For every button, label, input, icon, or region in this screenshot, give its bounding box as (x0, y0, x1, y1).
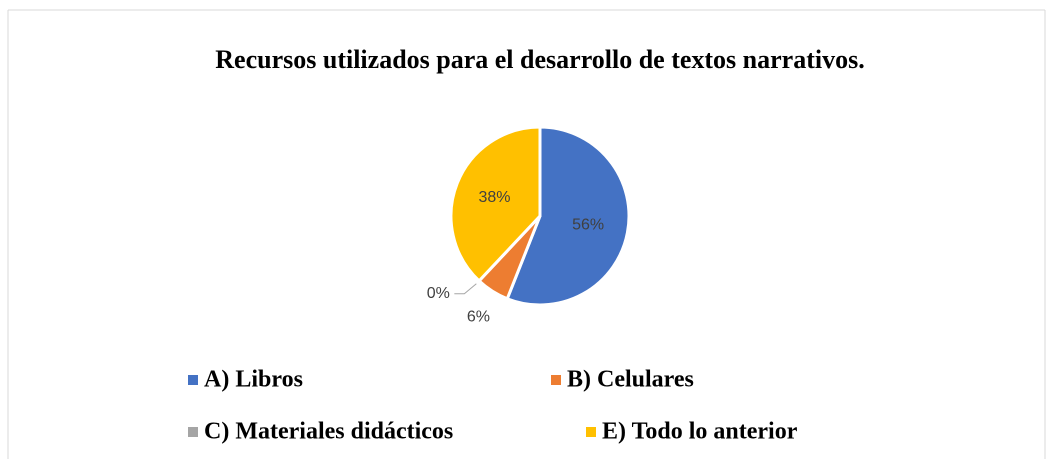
pie-slice (505, 125, 631, 307)
legend-swatch (551, 375, 561, 385)
legend-label: C) Materiales didácticos (204, 419, 453, 445)
legend-swatch (586, 427, 596, 437)
legend-label: E) Todo lo anterior (602, 419, 798, 445)
legend-label: A) Libros (204, 367, 303, 393)
chart-title: Recursos utilizados para el desarrollo d… (215, 45, 864, 74)
data-label: 38% (478, 189, 510, 206)
legend-swatch (188, 375, 198, 385)
data-label: 6% (467, 308, 490, 325)
legend-swatch (188, 427, 198, 437)
leader-line (454, 283, 477, 295)
data-label: 56% (572, 216, 604, 233)
pie-slice (449, 125, 542, 283)
legend-label: B) Celulares (567, 367, 694, 393)
data-label: 0% (427, 285, 450, 302)
